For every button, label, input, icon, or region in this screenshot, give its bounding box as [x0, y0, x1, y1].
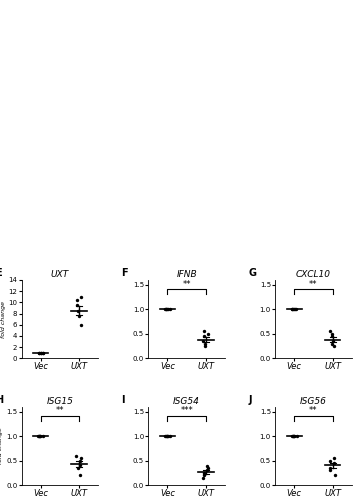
Point — [289, 306, 295, 314]
Y-axis label: Relative mRNA level
fold change: Relative mRNA level fold change — [0, 414, 3, 478]
Point — [163, 432, 169, 440]
Point — [38, 348, 43, 356]
Text: F: F — [121, 268, 128, 278]
Point — [329, 332, 335, 340]
Point — [163, 306, 169, 314]
Point — [36, 348, 42, 356]
Point — [74, 452, 79, 460]
Point — [332, 471, 338, 479]
Point — [290, 432, 296, 440]
Point — [165, 306, 171, 314]
Text: **: ** — [309, 280, 318, 288]
Point — [200, 474, 206, 482]
Point — [205, 464, 211, 472]
Point — [165, 432, 171, 440]
Title: ISG15: ISG15 — [47, 397, 73, 406]
Point — [38, 348, 44, 356]
Point — [162, 432, 168, 440]
Title: IFNB: IFNB — [176, 270, 197, 279]
Point — [36, 432, 41, 440]
Point — [201, 469, 206, 477]
Point — [290, 306, 296, 314]
Point — [292, 432, 297, 440]
Text: E: E — [0, 268, 1, 278]
Point — [206, 330, 211, 338]
Point — [36, 348, 42, 356]
Point — [167, 306, 172, 314]
Point — [331, 459, 337, 467]
Text: J: J — [248, 395, 252, 405]
Text: H: H — [0, 395, 3, 405]
Point — [294, 432, 300, 440]
Point — [291, 306, 297, 314]
Point — [37, 432, 42, 440]
Text: **: ** — [309, 406, 318, 416]
Point — [37, 432, 42, 440]
Title: ISG54: ISG54 — [173, 397, 200, 406]
Point — [327, 466, 333, 474]
Point — [78, 293, 84, 301]
Point — [164, 306, 169, 314]
Point — [201, 332, 207, 340]
Point — [204, 462, 210, 470]
Y-axis label: Relative mRNA level
fold change: Relative mRNA level fold change — [0, 287, 6, 351]
Point — [78, 320, 84, 328]
Title: CXCL10: CXCL10 — [296, 270, 331, 279]
Point — [204, 466, 210, 474]
Point — [201, 328, 207, 336]
Point — [289, 306, 295, 314]
Point — [38, 432, 43, 440]
Point — [40, 348, 46, 356]
Point — [290, 432, 295, 440]
Text: ***: *** — [180, 406, 193, 416]
Point — [36, 432, 42, 440]
Point — [78, 462, 83, 469]
Point — [294, 306, 299, 314]
Point — [327, 328, 333, 336]
Point — [291, 432, 297, 440]
Point — [168, 432, 173, 440]
Point — [292, 306, 298, 314]
Point — [331, 454, 337, 462]
Point — [202, 340, 208, 347]
Point — [78, 454, 84, 462]
Point — [327, 456, 333, 464]
Point — [201, 337, 206, 345]
Point — [77, 471, 83, 479]
Point — [289, 432, 295, 440]
Point — [78, 456, 83, 464]
Point — [75, 306, 81, 314]
Text: **: ** — [182, 280, 191, 288]
Point — [164, 432, 170, 440]
Point — [202, 342, 208, 350]
Text: **: ** — [56, 406, 64, 416]
Point — [331, 342, 337, 350]
Point — [163, 306, 168, 314]
Point — [74, 296, 79, 304]
Point — [40, 432, 46, 440]
Point — [329, 340, 335, 347]
Point — [75, 464, 81, 472]
Point — [41, 348, 46, 356]
Point — [74, 301, 80, 309]
Point — [330, 337, 336, 345]
Title: UXT: UXT — [51, 270, 69, 279]
Title: ISG56: ISG56 — [300, 397, 327, 406]
Point — [164, 432, 170, 440]
Point — [327, 464, 333, 472]
Point — [201, 471, 207, 479]
Text: G: G — [248, 268, 256, 278]
Point — [76, 312, 82, 320]
Point — [329, 330, 335, 338]
Text: I: I — [121, 395, 125, 405]
Point — [162, 306, 168, 314]
